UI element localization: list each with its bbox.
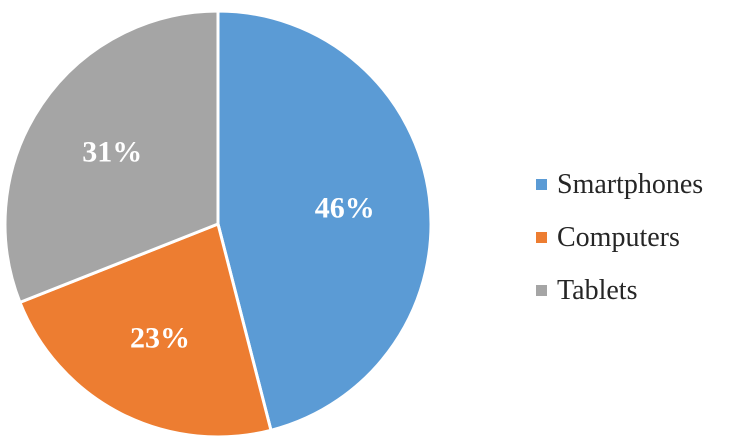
- legend-label-tablets: Tablets: [557, 274, 638, 306]
- legend-label-smartphones: Smartphones: [557, 168, 704, 200]
- legend-label-computers: Computers: [557, 221, 680, 253]
- pie-slice-labels: 46% 23% 31%: [82, 136, 375, 355]
- legend-item-smartphones: Smartphones: [536, 158, 703, 211]
- legend-item-computers: Computers: [536, 211, 703, 264]
- legend-swatch-tablets: [536, 285, 547, 296]
- pie-slices: [3, 9, 433, 439]
- pie-slice-smartphones: [216, 9, 433, 432]
- legend-swatch-computers: [536, 232, 547, 243]
- data-label-smartphones: 46%: [315, 192, 375, 225]
- data-label-tablets: 31%: [82, 136, 142, 169]
- data-label-computers: 23%: [130, 321, 190, 354]
- legend-item-tablets: Tablets: [536, 264, 703, 317]
- legend-swatch-smartphones: [536, 179, 547, 190]
- legend: Smartphones Computers Tablets: [536, 158, 703, 317]
- pie-slice-computers: [18, 222, 273, 439]
- pie-slice-tablets: [3, 9, 220, 304]
